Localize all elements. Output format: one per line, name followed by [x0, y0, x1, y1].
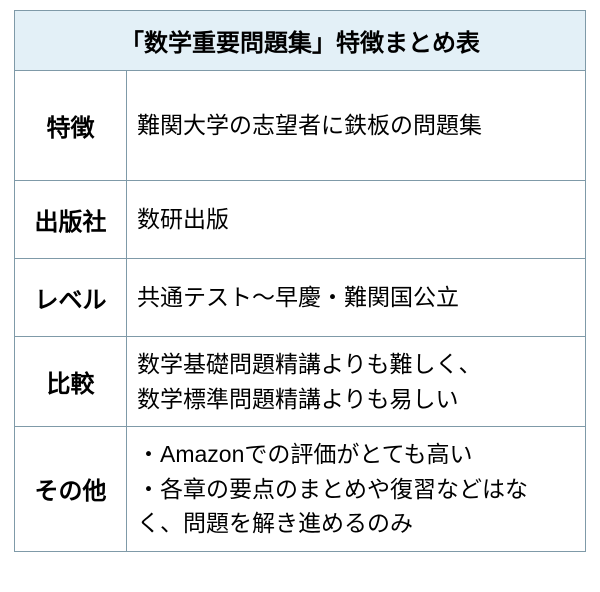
row-label-level: レベル [15, 259, 127, 337]
row-label-feature: 特徴 [15, 71, 127, 181]
row-label-other: その他 [15, 427, 127, 552]
summary-table: 「数学重要問題集」特徴まとめ表 特徴 難関大学の志望者に鉄板の問題集 出版社 数… [14, 10, 586, 552]
row-value-comparison: 数学基礎問題精講よりも難しく、 数学標準問題精講よりも易しい [127, 337, 586, 427]
table-row: 出版社 数研出版 [15, 181, 586, 259]
table-row: 特徴 難関大学の志望者に鉄板の問題集 [15, 71, 586, 181]
row-value-other: ・Amazonでの評価がとても高い ・各章の要点のまとめや復習などはなく、問題を… [127, 427, 586, 552]
table-title: 「数学重要問題集」特徴まとめ表 [15, 11, 586, 71]
table-row: 比較 数学基礎問題精講よりも難しく、 数学標準問題精講よりも易しい [15, 337, 586, 427]
row-label-comparison: 比較 [15, 337, 127, 427]
table-row: レベル 共通テスト〜早慶・難関国公立 [15, 259, 586, 337]
title-row: 「数学重要問題集」特徴まとめ表 [15, 11, 586, 71]
row-value-publisher: 数研出版 [127, 181, 586, 259]
table-row: その他 ・Amazonでの評価がとても高い ・各章の要点のまとめや復習などはなく… [15, 427, 586, 552]
row-value-feature: 難関大学の志望者に鉄板の問題集 [127, 71, 586, 181]
row-value-level: 共通テスト〜早慶・難関国公立 [127, 259, 586, 337]
row-label-publisher: 出版社 [15, 181, 127, 259]
